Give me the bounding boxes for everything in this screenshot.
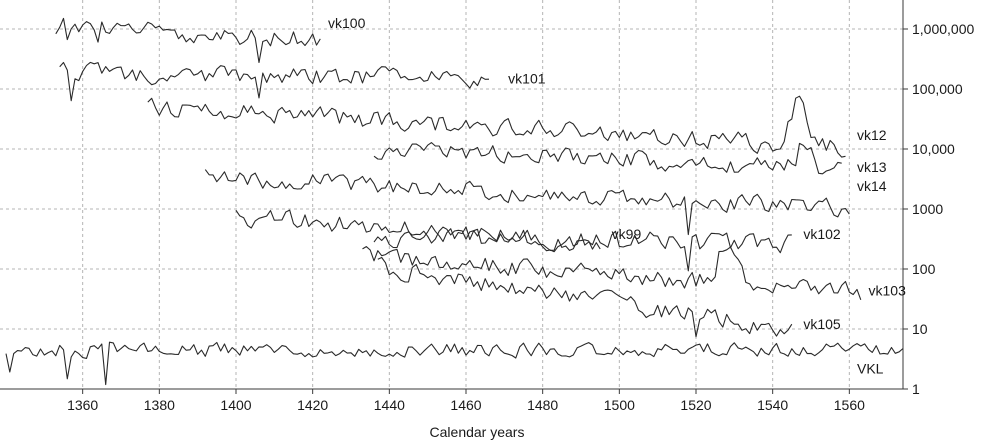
series-label-vk100: vk100 xyxy=(328,15,366,31)
series-label-vk99: vk99 xyxy=(612,226,642,242)
series-label-vk102: vk102 xyxy=(803,226,841,242)
series-line-vk99 xyxy=(235,209,601,251)
x-tick-label-1420: 1420 xyxy=(297,397,328,413)
series-line-vk103 xyxy=(362,246,862,300)
series-label-vk101: vk101 xyxy=(508,70,546,86)
series-line-vk102 xyxy=(373,226,792,272)
y-tick-label-10: 10 xyxy=(912,321,928,337)
x-tick-label-1460: 1460 xyxy=(450,397,481,413)
series-line-vkl xyxy=(5,341,904,386)
series-label-vk12: vk12 xyxy=(857,127,887,143)
series-line-vk14 xyxy=(204,169,850,236)
series-lines xyxy=(5,17,904,386)
series-labels: vk100 vk101 vk12 vk13 vk14 vk99 vk102 vk103 vk10… xyxy=(328,15,906,376)
y-tick-label-10000: 10,000 xyxy=(912,141,955,157)
series-label-vk103: vk103 xyxy=(869,282,907,298)
y-tick-label-100: 100 xyxy=(912,261,936,277)
x-tick-label-1520: 1520 xyxy=(680,397,711,413)
x-tick-label-1500: 1500 xyxy=(604,397,635,413)
x-tick-label-1380: 1380 xyxy=(144,397,175,413)
series-line-vk13 xyxy=(373,142,842,175)
x-axis-title: Calendar years xyxy=(430,424,525,440)
y-tick-label-1: 1 xyxy=(912,381,920,397)
x-tick-label-1400: 1400 xyxy=(220,397,251,413)
series-label-vk13: vk13 xyxy=(857,159,887,175)
x-tick-label-1540: 1540 xyxy=(757,397,788,413)
series-label-vkl: VKL xyxy=(857,360,884,376)
y-tick-label-1000: 1000 xyxy=(912,201,943,217)
x-tick-label-1440: 1440 xyxy=(374,397,405,413)
y-tick-label-1000000: 1,000,000 xyxy=(912,21,974,37)
x-tick-label-1360: 1360 xyxy=(67,397,98,413)
x-tick-label-1560: 1560 xyxy=(834,397,865,413)
series-label-vk105: vk105 xyxy=(803,316,841,332)
series-label-vk14: vk14 xyxy=(857,178,887,194)
series-line-vk101 xyxy=(59,61,490,102)
axes: 1360 1380 1400 1420 1440 1460 1480 1500 1520 1540… xyxy=(0,0,974,413)
x-tick-label-1480: 1480 xyxy=(527,397,558,413)
grid xyxy=(0,0,903,389)
series-line-vk105 xyxy=(377,256,793,338)
y-tick-label-100000: 100,000 xyxy=(912,81,963,97)
series-line-vk100 xyxy=(55,17,321,64)
series-line-vk12 xyxy=(147,95,846,158)
